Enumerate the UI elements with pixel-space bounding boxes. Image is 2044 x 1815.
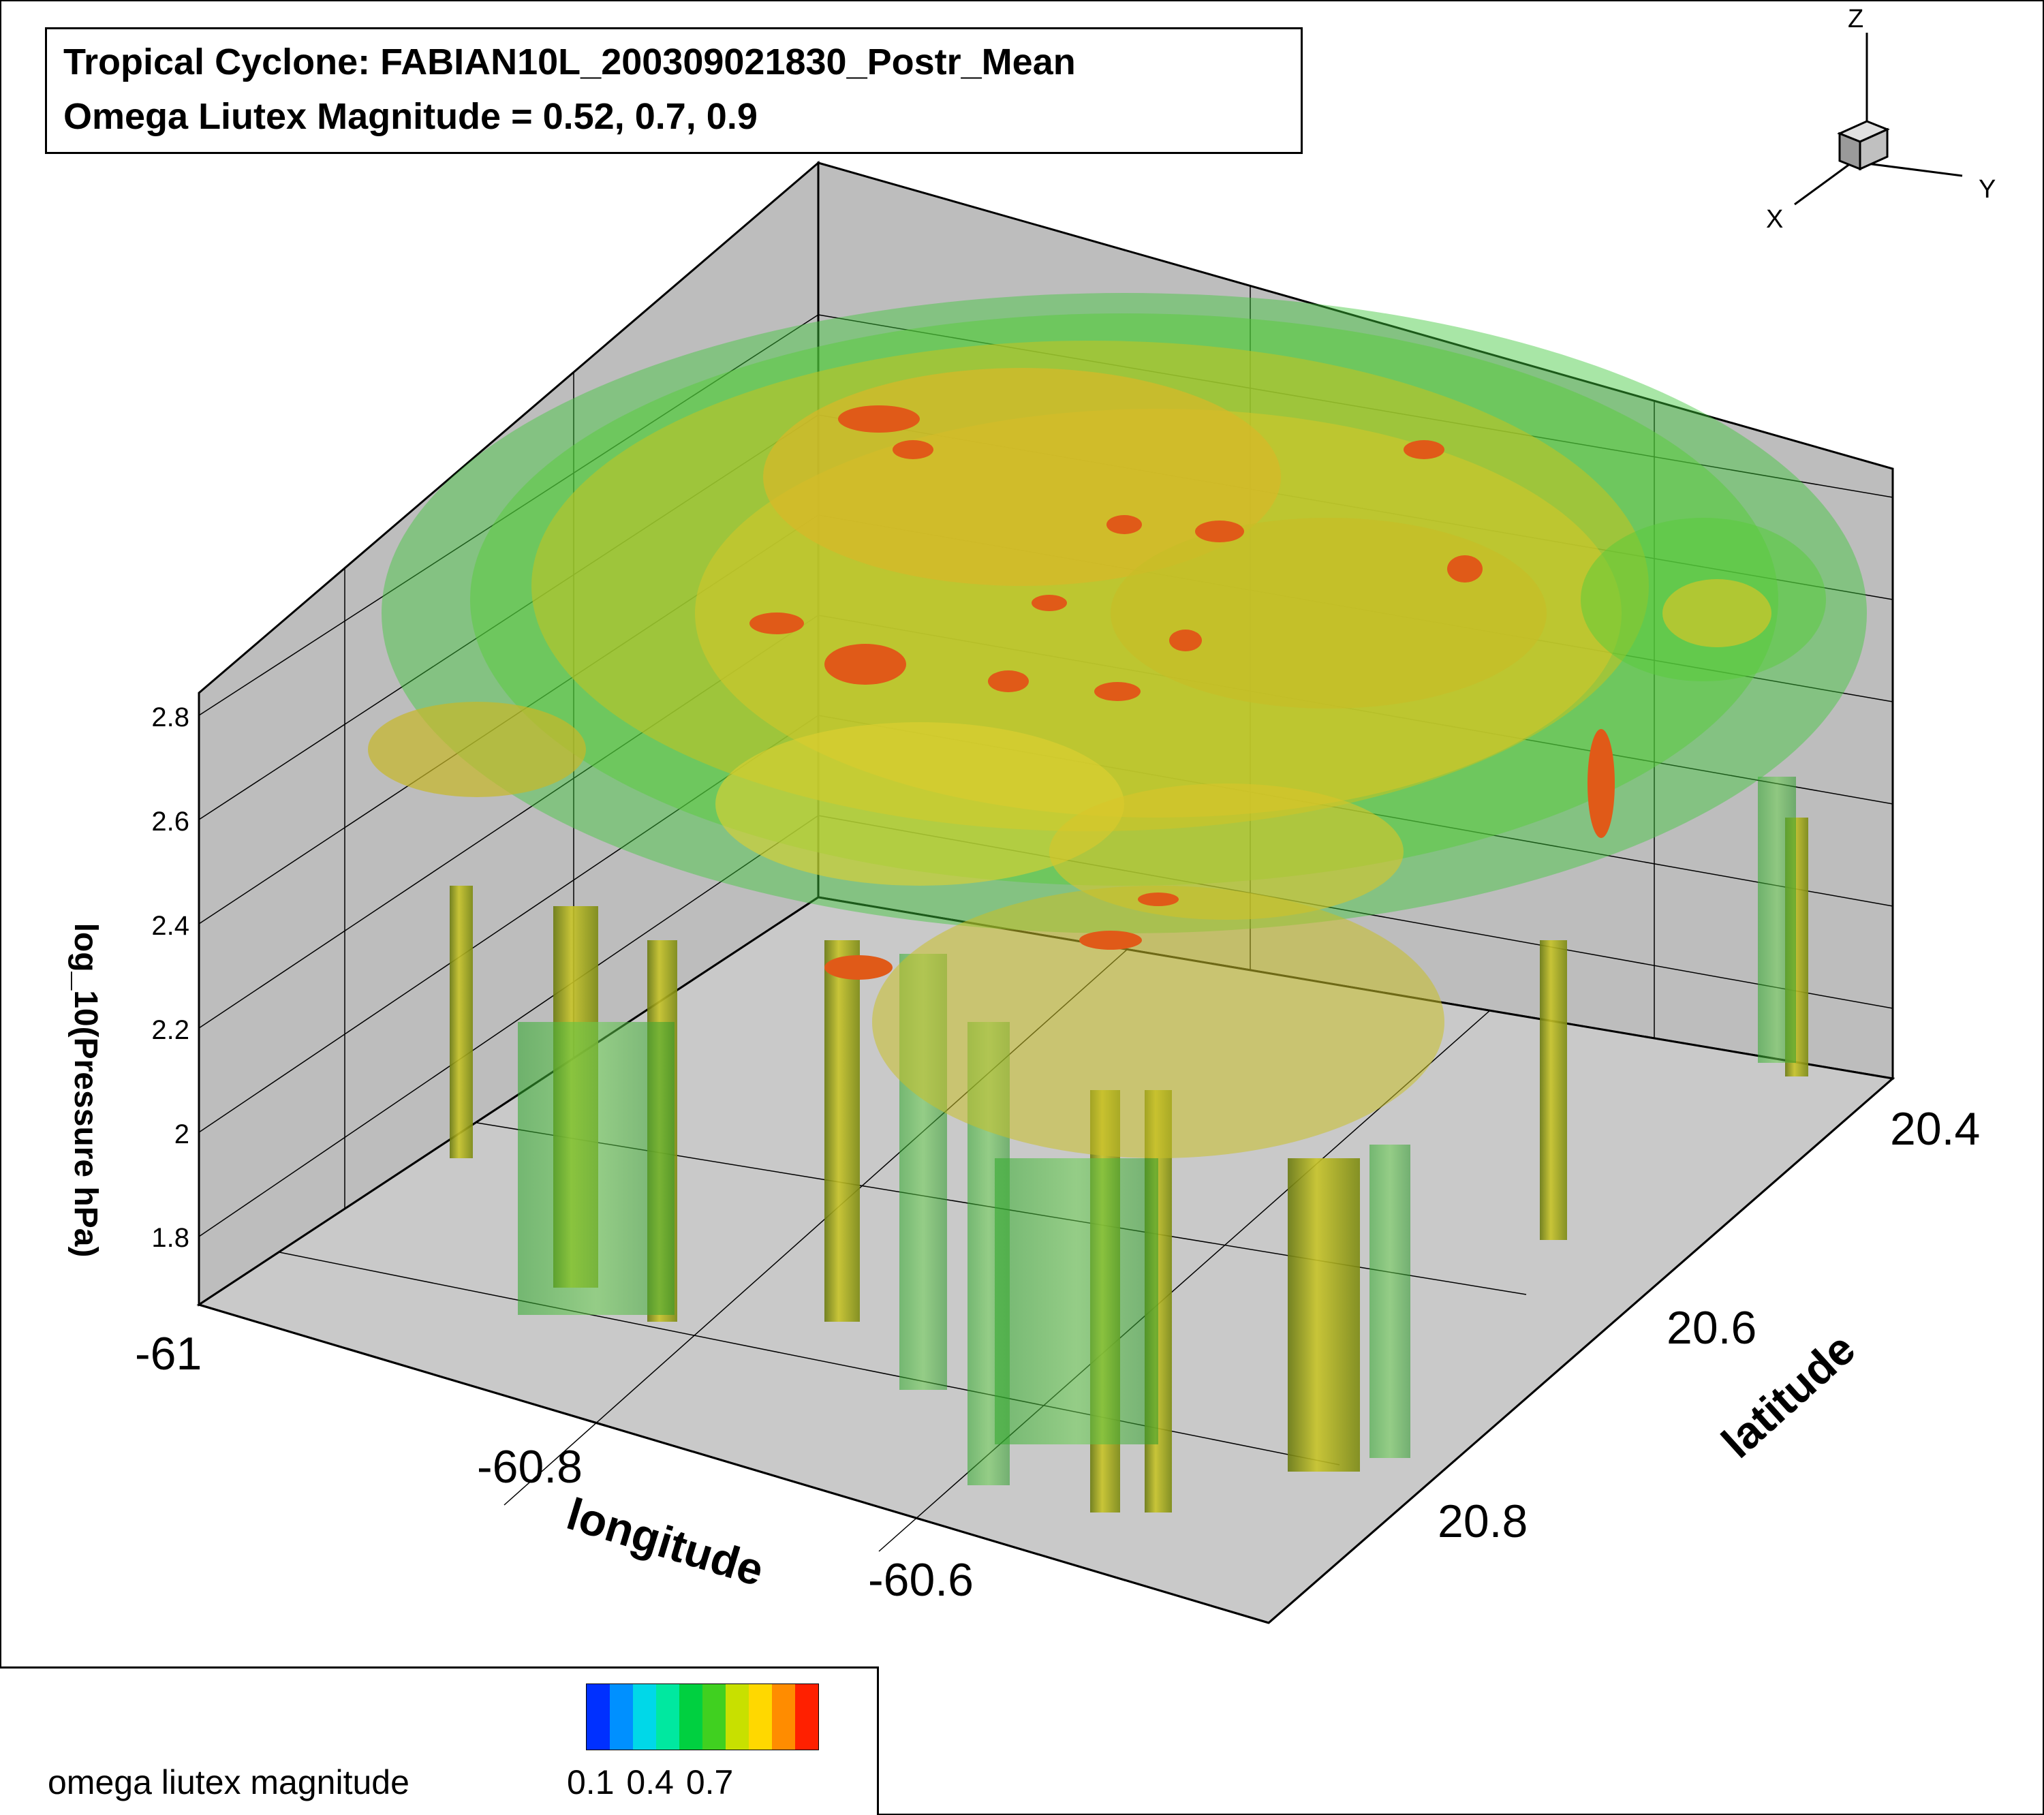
colorbar-swatch xyxy=(679,1684,702,1750)
vortex-pillars xyxy=(450,777,1808,1512)
colorbar-swatch xyxy=(749,1684,772,1750)
z-tick-label: 2.8 xyxy=(151,702,189,732)
z-axis-label: log_10(Pressure hPa) xyxy=(67,923,104,1258)
orientation-z-label: Z xyxy=(1848,5,1863,33)
colorbar-swatch xyxy=(795,1684,818,1750)
high-intensity-regions xyxy=(749,405,1615,980)
z-tick-label: 2 xyxy=(174,1119,189,1149)
x-axis-ticks: -61 -60.8 -60.6 xyxy=(135,1328,974,1606)
orientation-axes xyxy=(1794,33,1963,206)
colorbar-label: omega liutex magnitude xyxy=(48,1763,409,1801)
vortex-cap xyxy=(368,293,1867,1158)
axis-box-edges xyxy=(198,1077,1893,1624)
y-tick-label: 20.8 xyxy=(1438,1495,1528,1547)
colorbar-swatch xyxy=(610,1684,633,1750)
colorbar xyxy=(586,1684,819,1750)
colorbar-swatch xyxy=(633,1684,656,1750)
y-tick-label: 20.4 xyxy=(1890,1103,1980,1155)
title-line: Tropical Cyclone: FABIAN10L_200309021830… xyxy=(63,42,1076,82)
orientation-y-label: Y xyxy=(1979,175,1996,204)
colorbar-swatch xyxy=(587,1684,610,1750)
colorbar-swatch xyxy=(726,1684,749,1750)
z-tick-label: 2.4 xyxy=(151,911,189,941)
colorbar-ticks: 0.1 0.4 0.7 xyxy=(567,1763,733,1802)
colorbar-tick-label: 0.4 xyxy=(626,1763,674,1801)
z-tick-label: 2.2 xyxy=(151,1015,189,1045)
y-tick-label: 20.6 xyxy=(1667,1302,1756,1354)
colorbar-swatch xyxy=(772,1684,795,1750)
x-tick-label: -61 xyxy=(135,1328,202,1380)
z-tick-label: 1.8 xyxy=(151,1223,189,1253)
y-axis-ticks: 20.4 20.6 20.8 xyxy=(1438,1103,1980,1547)
colorbar-tick-label: 0.7 xyxy=(685,1763,734,1801)
x-tick-label: -60.6 xyxy=(868,1554,974,1606)
title-box: Tropical Cyclone: FABIAN10L_200309021830… xyxy=(45,27,1303,154)
x-axis-label: longitude xyxy=(561,1488,770,1596)
z-axis-ticks: 1.8 2 2.2 2.4 2.6 2.8 xyxy=(151,702,189,1253)
colorbar-swatch xyxy=(656,1684,679,1750)
colorbar-legend: omega liutex magnitude 0.1 0.4 0.7 xyxy=(0,1666,879,1815)
z-tick-label: 2.6 xyxy=(151,807,189,837)
x-tick-label: -60.8 xyxy=(477,1441,583,1493)
isosurface-volume xyxy=(368,293,1867,1512)
colorbar-tick-label: 0.1 xyxy=(567,1763,615,1801)
colorbar-swatch xyxy=(702,1684,726,1750)
subtitle-line: Omega Liutex Magnitude = 0.52, 0.7, 0.9 xyxy=(63,96,758,137)
orientation-x-label: X xyxy=(1766,205,1783,234)
